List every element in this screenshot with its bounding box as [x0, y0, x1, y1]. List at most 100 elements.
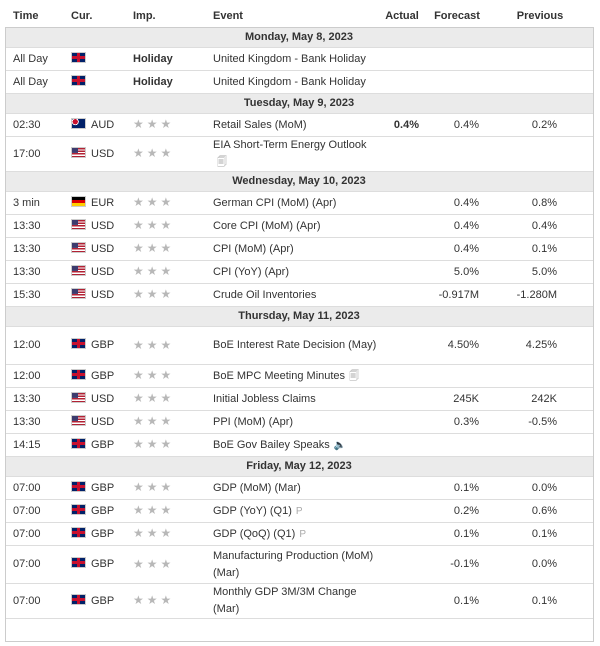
- event-name: CPI (MoM) (Apr): [213, 242, 294, 255]
- currency: GBP: [63, 433, 125, 457]
- currency-code: GBP: [91, 438, 115, 451]
- flag: [71, 218, 86, 230]
- time: All Day: [5, 47, 63, 71]
- forecast-value: 0.4%: [453, 219, 479, 232]
- event: United Kingdom - Bank Holiday: [205, 70, 377, 94]
- currency: USD: [63, 410, 125, 434]
- flag: [71, 117, 86, 129]
- flag: [71, 437, 86, 449]
- actual: [377, 283, 427, 307]
- day-row: Thursday, May 11, 2023: [5, 306, 593, 327]
- importance: ★★★: [125, 522, 205, 546]
- time: 07:00: [5, 545, 63, 584]
- event: Crude Oil Inventories: [205, 283, 377, 307]
- actual: [377, 545, 427, 584]
- currency-code: USD: [91, 415, 115, 428]
- currency: USD: [63, 237, 125, 261]
- previous: [487, 70, 593, 94]
- importance: ★★★: [125, 214, 205, 238]
- previous: 0.2%: [487, 113, 593, 137]
- importance: ★★★: [125, 326, 205, 365]
- time: 07:00: [5, 583, 63, 619]
- currency-code: USD: [91, 219, 115, 232]
- day-title: Monday, May 8, 2023: [5, 27, 593, 48]
- event: Manufacturing Production (MoM) (Mar): [205, 545, 377, 584]
- forecast: [427, 364, 487, 388]
- stars: ★★★: [133, 218, 175, 232]
- stars: ★★★: [133, 264, 175, 278]
- event-name: PPI (MoM) (Apr): [213, 415, 294, 428]
- event-row: 07:00 GBP ★★★ GDP (MoM) (Mar) 0.1% 0.0%: [5, 476, 593, 500]
- day-title: Tuesday, May 9, 2023: [5, 93, 593, 114]
- calendar-table: Time Cur. Imp. Event Actual Forecast Previous …: [5, 4, 593, 619]
- day-title: Friday, May 12, 2023: [5, 456, 593, 477]
- previous-value: 0.8%: [531, 196, 557, 209]
- time: 12:00: [5, 326, 63, 365]
- event: BoE Gov Bailey Speaks 🔈: [205, 433, 377, 457]
- event: Initial Jobless Claims: [205, 387, 377, 411]
- forecast-value: 0.1%: [453, 481, 479, 494]
- currency-code: AUD: [91, 118, 115, 131]
- day-row: Friday, May 12, 2023: [5, 456, 593, 477]
- previous: 0.0%: [487, 545, 593, 584]
- event-name: Manufacturing Production (MoM) (Mar): [213, 549, 374, 579]
- day-row: Tuesday, May 9, 2023: [5, 93, 593, 114]
- event-name: CPI (YoY) (Apr): [213, 265, 290, 278]
- event: PPI (MoM) (Apr): [205, 410, 377, 434]
- stars: ★★★: [133, 593, 175, 607]
- currency-code: EUR: [91, 196, 115, 209]
- flag: [71, 503, 86, 515]
- currency-code: GBP: [91, 339, 115, 351]
- event-row: 3 min EUR ★★★ German CPI (MoM) (Apr) 0.4% 0.8…: [5, 191, 593, 215]
- time: 3 min: [5, 191, 63, 215]
- importance: ★★★: [125, 499, 205, 523]
- currency-code: GBP: [91, 369, 115, 382]
- forecast-value: -0.917M: [438, 288, 479, 301]
- event-row: 07:00 GBP ★★★ GDP (YoY) (Q1) P 0.2% 0.6%: [5, 499, 593, 523]
- flag: [71, 195, 86, 207]
- event: Retail Sales (MoM): [205, 113, 377, 137]
- forecast: [427, 433, 487, 457]
- flag: [71, 593, 86, 605]
- event-name: GDP (QoQ) (Q1): [213, 527, 296, 540]
- time: 07:00: [5, 499, 63, 523]
- event-icon: P: [295, 505, 303, 517]
- stars: ★★★: [133, 414, 175, 428]
- flag: [71, 391, 86, 403]
- forecast: 4.50%: [427, 326, 487, 365]
- previous: 0.1%: [487, 522, 593, 546]
- currency-code: USD: [91, 242, 115, 255]
- event-name: BoE Gov Bailey Speaks: [213, 438, 330, 451]
- day-title: Wednesday, May 10, 2023: [5, 171, 593, 192]
- stars: ★★★: [133, 526, 175, 540]
- forecast: 245K: [427, 387, 487, 411]
- actual: [377, 522, 427, 546]
- day-title: Thursday, May 11, 2023: [5, 306, 593, 327]
- time: 13:30: [5, 260, 63, 284]
- currency-code: GBP: [91, 594, 115, 607]
- event-name: Monthly GDP 3M/3M Change (Mar): [213, 586, 357, 615]
- currency: AUD: [63, 113, 125, 137]
- time: 13:30: [5, 237, 63, 261]
- flag: [71, 480, 86, 492]
- event-icon: 🗐: [349, 370, 360, 382]
- event-row: 13:30 USD ★★★ CPI (MoM) (Apr) 0.4% 0.1%: [5, 237, 593, 261]
- event-row: 13:30 USD ★★★ Core CPI (MoM) (Apr) 0.4% 0.4%: [5, 214, 593, 238]
- currency: [63, 47, 125, 71]
- currency: USD: [63, 260, 125, 284]
- importance: ★★★: [125, 136, 205, 172]
- forecast-value: 0.4%: [453, 118, 479, 131]
- forecast-value: 0.1%: [453, 594, 479, 607]
- actual: [377, 433, 427, 457]
- currency-code: GBP: [91, 558, 115, 570]
- event-row: 13:30 USD ★★★ Initial Jobless Claims 245K 242…: [5, 387, 593, 411]
- time: 15:30: [5, 283, 63, 307]
- currency: USD: [63, 136, 125, 172]
- stars: ★★★: [133, 556, 175, 571]
- day-row: Wednesday, May 10, 2023: [5, 171, 593, 192]
- time: 12:00: [5, 364, 63, 388]
- column-header: Previous: [516, 9, 564, 22]
- event-name: United Kingdom - Bank Holiday: [213, 52, 366, 65]
- event-name: Retail Sales (MoM): [213, 118, 307, 131]
